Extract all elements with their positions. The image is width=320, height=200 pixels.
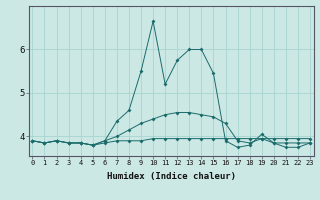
- X-axis label: Humidex (Indice chaleur): Humidex (Indice chaleur): [107, 172, 236, 181]
